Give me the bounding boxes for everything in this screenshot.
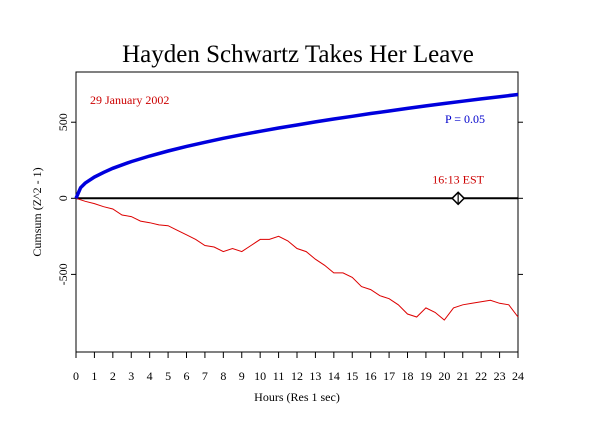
x-tick-label: 19 <box>420 369 432 383</box>
x-tick-label: 5 <box>165 369 171 383</box>
x-tick-label: 7 <box>202 369 208 383</box>
x-tick-label: 8 <box>220 369 226 383</box>
x-tick-label: 6 <box>184 369 190 383</box>
y-tick-label: 500 <box>56 113 70 131</box>
x-tick-label: 24 <box>512 369 524 383</box>
x-tick-label: 20 <box>438 369 450 383</box>
x-tick-label: 3 <box>128 369 134 383</box>
x-tick-label: 1 <box>91 369 97 383</box>
x-tick-label: 14 <box>328 369 340 383</box>
x-tick-label: 11 <box>273 369 285 383</box>
y-axis-title: Cumsum (Z^2 - 1) <box>30 167 44 256</box>
chart-title: Hayden Schwartz Takes Her Leave <box>122 41 474 68</box>
x-tick-label: 2 <box>110 369 116 383</box>
x-tick-label: 12 <box>291 369 303 383</box>
x-tick-label: 10 <box>254 369 266 383</box>
p-value-label: P = 0.05 <box>445 112 485 126</box>
x-tick-label: 23 <box>494 369 506 383</box>
event-marker <box>452 192 464 204</box>
y-tick-label: -500 <box>56 263 70 285</box>
x-tick-label: 21 <box>457 369 469 383</box>
x-tick-label: 15 <box>346 369 358 383</box>
x-axis-title: Hours (Res 1 sec) <box>254 390 340 404</box>
x-tick-label: 22 <box>475 369 487 383</box>
cumsum-line <box>76 198 518 320</box>
x-axis: 0 1 2 3 4 5 6 7 8 9 10 11 12 13 14 15 16 17 18 19 20 21 22 23 24 <box>73 352 524 383</box>
date-label: 29 January 2002 <box>90 93 169 107</box>
x-tick-label: 0 <box>73 369 79 383</box>
x-tick-label: 16 <box>365 369 377 383</box>
x-tick-label: 9 <box>239 369 245 383</box>
x-tick-label: 18 <box>402 369 414 383</box>
y-tick-label: 0 <box>56 195 70 201</box>
event-time-label: 16:13 EST <box>432 172 484 186</box>
x-tick-label: 13 <box>309 369 321 383</box>
x-tick-label: 17 <box>383 369 395 383</box>
x-tick-label: 4 <box>147 369 153 383</box>
